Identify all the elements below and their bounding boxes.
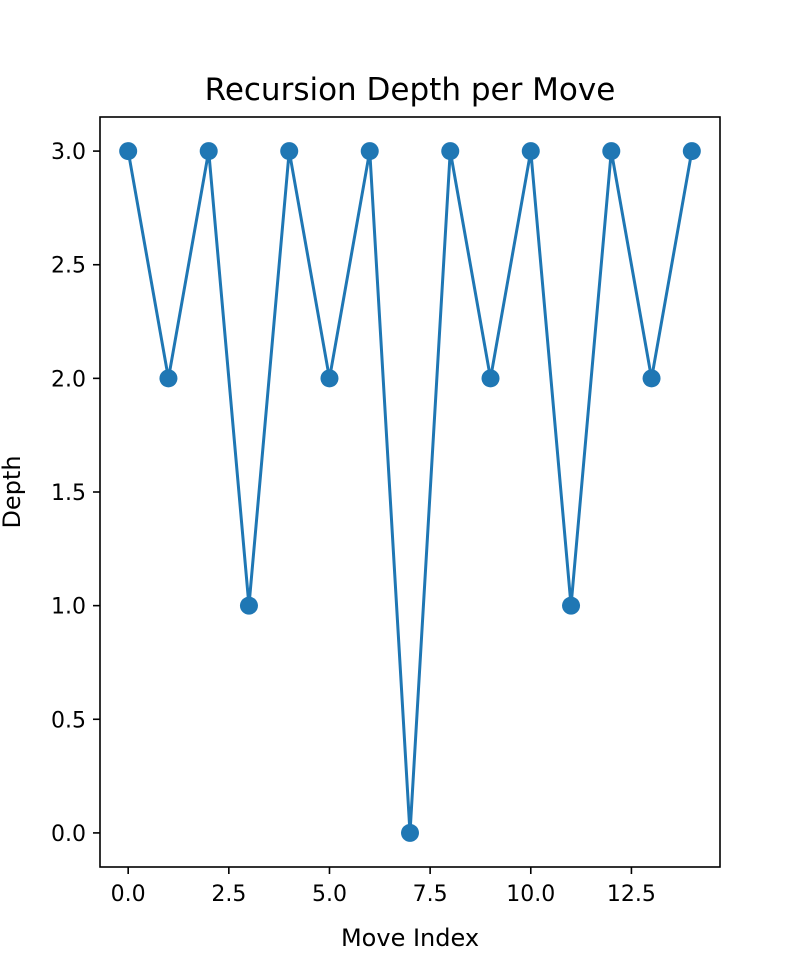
data-point <box>119 142 138 161</box>
data-point <box>320 369 339 388</box>
y-tick-label: 1.0 <box>51 595 86 620</box>
y-tick-label: 0.5 <box>51 708 86 733</box>
x-tick-label: 12.5 <box>607 882 656 907</box>
x-tick-label: 10.0 <box>506 882 555 907</box>
data-point <box>360 142 379 161</box>
y-axis-label: Depth <box>0 455 26 528</box>
x-axis-ticks: 0.0 2.5 5.0 7.5 10.0 12.5 <box>111 867 656 907</box>
y-tick-label: 1.5 <box>51 481 86 506</box>
data-point <box>280 142 299 161</box>
data-point <box>602 142 621 161</box>
data-point <box>441 142 460 161</box>
data-point <box>642 369 661 388</box>
chart-title: Recursion Depth per Move <box>205 72 616 108</box>
series-layer <box>119 142 701 842</box>
y-tick-label: 3.0 <box>51 140 86 165</box>
data-point <box>521 142 540 161</box>
data-point <box>239 596 258 615</box>
x-axis-label: Move Index <box>341 924 479 952</box>
y-tick-label: 0.0 <box>51 822 86 847</box>
data-point <box>562 596 581 615</box>
x-tick-label: 2.5 <box>211 882 246 907</box>
data-point <box>159 369 178 388</box>
x-tick-label: 5.0 <box>312 882 347 907</box>
data-point <box>401 823 419 842</box>
x-tick-label: 7.5 <box>413 882 448 907</box>
data-point <box>682 142 701 161</box>
data-point <box>199 142 218 161</box>
x-tick-label: 0.0 <box>111 882 146 907</box>
y-tick-label: 2.5 <box>51 254 86 279</box>
data-point <box>481 369 500 388</box>
y-axis-ticks: 0.0 0.5 1.0 1.5 2.0 2.5 3.0 <box>51 140 100 847</box>
plot-area-frame <box>99 116 721 868</box>
y-tick-label: 2.0 <box>51 367 86 392</box>
